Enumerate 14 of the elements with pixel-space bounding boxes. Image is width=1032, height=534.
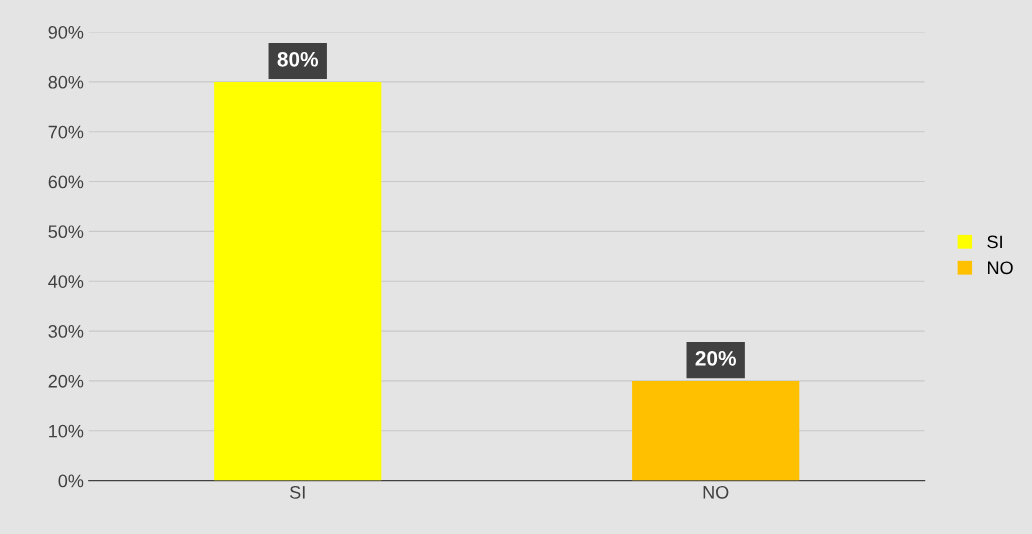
y-tick-label: 60%: [48, 175, 84, 189]
y-tick-label: 90%: [48, 25, 84, 39]
y-tick-label: 80%: [48, 75, 84, 89]
y-tick-label: 10%: [49, 424, 84, 438]
y-tick-label: 40%: [48, 275, 84, 288]
legend-label: NO: [988, 261, 1013, 275]
y-tick-label: 20%: [48, 374, 84, 388]
data-label: 80%: [277, 51, 319, 67]
y-tick-label: 30%: [48, 325, 84, 338]
y-tick-label: 70%: [48, 125, 84, 139]
y-tick-label: 50%: [48, 225, 84, 239]
legend-label: SI: [987, 235, 1002, 249]
data-label: 20%: [695, 350, 736, 366]
y-tick-label: 0%: [58, 474, 84, 488]
